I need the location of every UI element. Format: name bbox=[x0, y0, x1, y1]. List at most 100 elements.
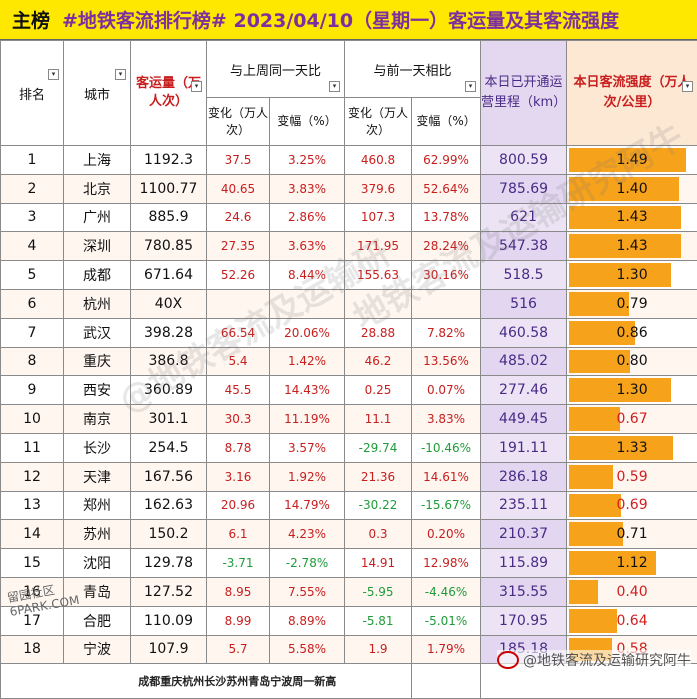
day-ratio-cell: 14.61% bbox=[412, 462, 481, 491]
intensity-cell: 0.40 bbox=[567, 577, 697, 606]
rank-cell: 15 bbox=[1, 549, 64, 578]
week-ratio-cell: 3.57% bbox=[270, 433, 345, 462]
volume-cell: 1192.3 bbox=[131, 146, 207, 175]
week-change-cell: 66.54 bbox=[207, 318, 270, 347]
week-ratio-cell bbox=[270, 289, 345, 318]
mileage-cell: 315.55 bbox=[481, 577, 567, 606]
volume-cell: 129.78 bbox=[131, 549, 207, 578]
header-volume[interactable]: 客运量（万人次）▾ bbox=[131, 41, 207, 146]
footer-note: 成都重庆杭州长沙苏州青岛宁波周一新高 bbox=[64, 664, 412, 699]
rank-cell: 18 bbox=[1, 635, 64, 664]
mileage-cell: 286.18 bbox=[481, 462, 567, 491]
week-ratio-cell: 14.43% bbox=[270, 376, 345, 405]
day-change-cell: 46.2 bbox=[345, 347, 412, 376]
filter-dropdown-icon[interactable]: ▾ bbox=[682, 81, 693, 92]
day-ratio-cell: 30.16% bbox=[412, 261, 481, 290]
week-change-cell: 40.65 bbox=[207, 174, 270, 203]
filter-dropdown-icon[interactable]: ▾ bbox=[191, 81, 202, 92]
intensity-cell: 1.30 bbox=[567, 376, 697, 405]
city-cell: 杭州 bbox=[64, 289, 131, 318]
mileage-cell: 210.37 bbox=[481, 520, 567, 549]
intensity-cell: 0.69 bbox=[567, 491, 697, 520]
day-change-cell: 14.91 bbox=[345, 549, 412, 578]
intensity-value: 1.30 bbox=[616, 382, 647, 398]
week-ratio-cell: 4.23% bbox=[270, 520, 345, 549]
intensity-bar bbox=[569, 465, 613, 489]
filter-dropdown-icon[interactable]: ▾ bbox=[329, 81, 340, 92]
week-change-cell: 27.35 bbox=[207, 232, 270, 261]
city-cell: 郑州 bbox=[64, 491, 131, 520]
day-change-cell: 107.3 bbox=[345, 203, 412, 232]
header-week-group: 与上周同一天比▾ bbox=[207, 41, 345, 98]
day-ratio-cell: 62.99% bbox=[412, 146, 481, 175]
intensity-bar bbox=[569, 494, 621, 518]
intensity-cell: 0.79 bbox=[567, 289, 697, 318]
filter-dropdown-icon[interactable]: ▾ bbox=[48, 69, 59, 80]
intensity-value: 1.43 bbox=[616, 209, 647, 225]
page-title: #地铁客流排行榜# 2023/04/10（星期一）客运量及其客流强度 bbox=[62, 6, 619, 33]
volume-cell: 40X bbox=[131, 289, 207, 318]
rank-cell: 2 bbox=[1, 174, 64, 203]
volume-cell: 110.09 bbox=[131, 606, 207, 635]
rank-cell: 3 bbox=[1, 203, 64, 232]
volume-cell: 167.56 bbox=[131, 462, 207, 491]
mileage-cell: 115.89 bbox=[481, 549, 567, 578]
day-change-cell: 379.6 bbox=[345, 174, 412, 203]
intensity-value: 0.71 bbox=[616, 526, 647, 542]
intensity-cell: 1.33 bbox=[567, 433, 697, 462]
filter-dropdown-icon[interactable]: ▾ bbox=[115, 69, 126, 80]
rank-cell: 13 bbox=[1, 491, 64, 520]
week-ratio-cell: 8.44% bbox=[270, 261, 345, 290]
week-ratio-cell: 1.92% bbox=[270, 462, 345, 491]
rank-cell: 12 bbox=[1, 462, 64, 491]
week-change-cell: 37.5 bbox=[207, 146, 270, 175]
week-ratio-cell: 2.86% bbox=[270, 203, 345, 232]
header-day-group: 与前一天相比▾ bbox=[345, 41, 481, 98]
intensity-value: 0.69 bbox=[616, 497, 647, 513]
rank-cell: 5 bbox=[1, 261, 64, 290]
intensity-value: 0.80 bbox=[616, 353, 647, 369]
header-rank[interactable]: 排名▾ bbox=[1, 41, 64, 146]
week-ratio-cell: 20.06% bbox=[270, 318, 345, 347]
intensity-bar bbox=[569, 580, 598, 604]
rank-cell: 11 bbox=[1, 433, 64, 462]
city-cell: 西安 bbox=[64, 376, 131, 405]
intensity-cell: 0.64 bbox=[567, 606, 697, 635]
intensity-cell: 1.49 bbox=[567, 146, 697, 175]
header-city[interactable]: 城市▾ bbox=[64, 41, 131, 146]
filter-dropdown-icon[interactable]: ▾ bbox=[465, 81, 476, 92]
day-ratio-cell: -4.46% bbox=[412, 577, 481, 606]
day-change-cell: -29.74 bbox=[345, 433, 412, 462]
mileage-cell: 621 bbox=[481, 203, 567, 232]
week-change-cell: 8.78 bbox=[207, 433, 270, 462]
volume-cell: 386.8 bbox=[131, 347, 207, 376]
city-cell: 深圳 bbox=[64, 232, 131, 261]
volume-cell: 671.64 bbox=[131, 261, 207, 290]
week-change-cell bbox=[207, 289, 270, 318]
intensity-value: 1.43 bbox=[616, 238, 647, 254]
mileage-cell: 800.59 bbox=[481, 146, 567, 175]
week-change-cell: 5.4 bbox=[207, 347, 270, 376]
week-ratio-cell: 7.55% bbox=[270, 577, 345, 606]
day-ratio-cell: -5.01% bbox=[412, 606, 481, 635]
header-mileage[interactable]: 本日已开通运营里程（km） bbox=[481, 41, 567, 146]
week-ratio-cell: 14.79% bbox=[270, 491, 345, 520]
header-intensity[interactable]: 本日客流强度（万人次/公里）▾ bbox=[567, 41, 697, 146]
